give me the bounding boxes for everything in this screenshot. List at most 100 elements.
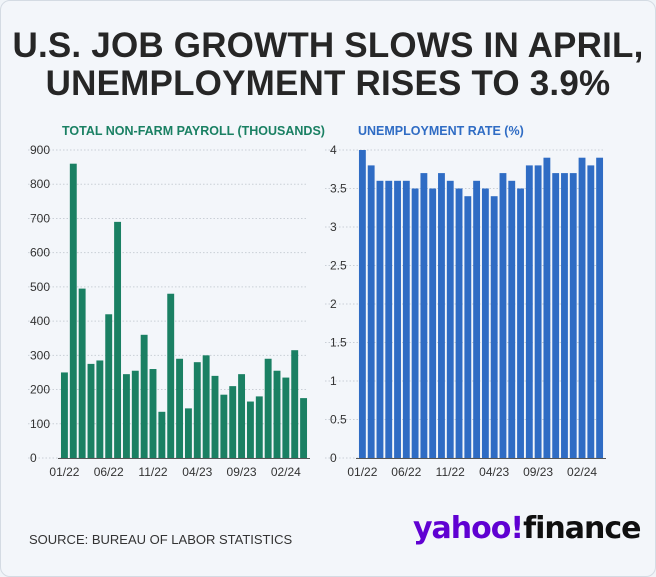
- chart-0-ytick-label: 700: [30, 211, 50, 225]
- yahoo-finance-logo: yahoo!finance: [413, 509, 642, 549]
- chart-1-bar: [525, 165, 533, 458]
- chart-0-bar: [229, 386, 237, 458]
- chart-0-bar: [291, 350, 299, 458]
- chart-0-bar: [246, 401, 254, 458]
- payroll-chart: TOTAL NON-FARM PAYROLL (THOUSANDS) 0 100 20…: [28, 124, 325, 479]
- chart-1-bar: [499, 173, 507, 458]
- chart-1-bar: [596, 157, 604, 458]
- chart-0-xtick-label: 09/23: [227, 465, 257, 479]
- chart-1-xtick-label: 02/24: [567, 465, 597, 479]
- headline-line-2: UNEMPLOYMENT RISES TO 3.9%: [45, 64, 611, 103]
- chart-1-bar: [411, 188, 419, 458]
- chart-1-bar: [543, 157, 551, 458]
- chart-1-ytick-label: 3.5: [330, 182, 347, 196]
- chart-0-ytick-label: 900: [30, 143, 50, 157]
- chart-0-ytick-label: 100: [30, 417, 50, 431]
- chart-1-xtick-label: 01/22: [347, 465, 377, 479]
- chart-1-ytick-label: 2.5: [330, 259, 347, 273]
- logo-finance-text: finance: [523, 511, 641, 546]
- chart-0-bar: [264, 358, 272, 458]
- chart-0-ytick-label: 300: [30, 348, 50, 362]
- chart-1-bar: [358, 150, 366, 458]
- chart-1-bar: [481, 188, 489, 458]
- chart-0-ytick-label: 200: [30, 383, 50, 397]
- chart-1-bar: [473, 180, 481, 459]
- chart-0-bar: [105, 314, 113, 458]
- chart-1-bar: [455, 188, 463, 458]
- chart-0-xtick-label: 11/22: [138, 465, 167, 479]
- chart-1-bar: [438, 173, 445, 458]
- chart-0-bar: [114, 221, 122, 458]
- chart-1-xtick-label: 11/22: [436, 465, 465, 479]
- chart-0-bar: [122, 374, 130, 458]
- chart-1-ytick-label: 4: [330, 143, 337, 157]
- chart-1-bar: [552, 173, 560, 458]
- chart-0-bar: [87, 363, 95, 458]
- chart-1-bar: [561, 173, 568, 458]
- chart-1-bar: [385, 180, 393, 459]
- chart-1-bar: [367, 165, 375, 458]
- chart-0-ytick-label: 500: [30, 280, 50, 294]
- chart-1-ytick-label: 1.5: [330, 336, 347, 350]
- chart-0-bar: [300, 398, 308, 458]
- chart-1-bar: [517, 188, 524, 458]
- chart-0-bar: [255, 396, 263, 458]
- chart-1-bar: [464, 196, 472, 458]
- chart-1-title: UNEMPLOYMENT RATE (%): [358, 124, 524, 138]
- headline-line-1: U.S. JOB GROWTH SLOWS IN APRIL,: [12, 26, 644, 65]
- chart-1-bar: [508, 180, 516, 459]
- chart-1-ytick-label: 0: [330, 451, 337, 465]
- headline: U.S. JOB GROWTH SLOWS IN APRIL, UNEMPLOY…: [1, 27, 655, 103]
- chart-1-bar: [376, 180, 384, 459]
- chart-0-bar: [96, 360, 104, 458]
- chart-0-bar: [78, 288, 86, 458]
- chart-1-bar: [420, 173, 428, 458]
- chart-0-bar: [282, 377, 290, 458]
- logo-yahoo-text: yahoo: [413, 511, 511, 546]
- chart-1-bar: [578, 157, 586, 458]
- chart-0-bar: [69, 163, 77, 458]
- chart-1-xtick-label: 09/23: [523, 465, 553, 479]
- chart-0-ytick-label: 800: [30, 177, 50, 191]
- chart-0-bar: [158, 411, 166, 458]
- chart-1-bar: [394, 180, 401, 459]
- unemployment-chart: UNEMPLOYMENT RATE (%) 0 0.5 1 1.5 2 2.5 3 3.5 4 01…: [325, 124, 606, 479]
- chart-0-ytick-label: 600: [30, 246, 50, 260]
- chart-0-bar: [220, 394, 228, 458]
- chart-1-xtick-label: 04/23: [479, 465, 509, 479]
- chart-1-ytick-label: 2: [330, 297, 337, 311]
- chart-1-xtick-label: 06/22: [391, 465, 421, 479]
- chart-0-bar: [184, 408, 192, 458]
- chart-1-ytick-label: 0.5: [330, 413, 347, 427]
- chart-0-bar: [140, 334, 148, 458]
- chart-0-ytick-label: 0: [30, 451, 37, 465]
- chart-0-bar: [238, 374, 246, 458]
- chart-0-bar: [167, 293, 175, 458]
- chart-0-bar: [60, 372, 68, 458]
- chart-0-xtick-label: 06/22: [94, 465, 124, 479]
- chart-1-ytick-label: 3: [330, 220, 337, 234]
- chart-0-xtick-label: 01/22: [49, 465, 79, 479]
- chart-1-bar: [534, 165, 542, 458]
- chart-1-bar: [587, 165, 595, 458]
- chart-0-bar: [131, 370, 139, 458]
- chart-0-bar: [211, 375, 219, 458]
- chart-1-bar: [402, 180, 410, 459]
- chart-0-bar: [202, 355, 210, 458]
- source-note: SOURCE: BUREAU OF LABOR STATISTICS: [29, 532, 293, 547]
- chart-0-bar: [273, 370, 281, 458]
- chart-1-bar: [446, 180, 454, 459]
- chart-1-bar: [429, 188, 437, 458]
- chart-0-bar: [149, 369, 157, 458]
- chart-0-title: TOTAL NON-FARM PAYROLL (THOUSANDS): [62, 124, 325, 138]
- chart-0-xtick-label: 04/23: [182, 465, 212, 479]
- logo-exclamation: !: [510, 511, 524, 546]
- chart-0-bar: [193, 362, 201, 458]
- chart-0-xtick-label: 02/24: [271, 465, 301, 479]
- chart-1-ytick-label: 1: [330, 374, 337, 388]
- chart-0-ytick-label: 400: [30, 314, 50, 328]
- chart-1-bar: [490, 196, 498, 458]
- chart-1-bar: [569, 173, 577, 458]
- chart-0-bar: [176, 358, 184, 458]
